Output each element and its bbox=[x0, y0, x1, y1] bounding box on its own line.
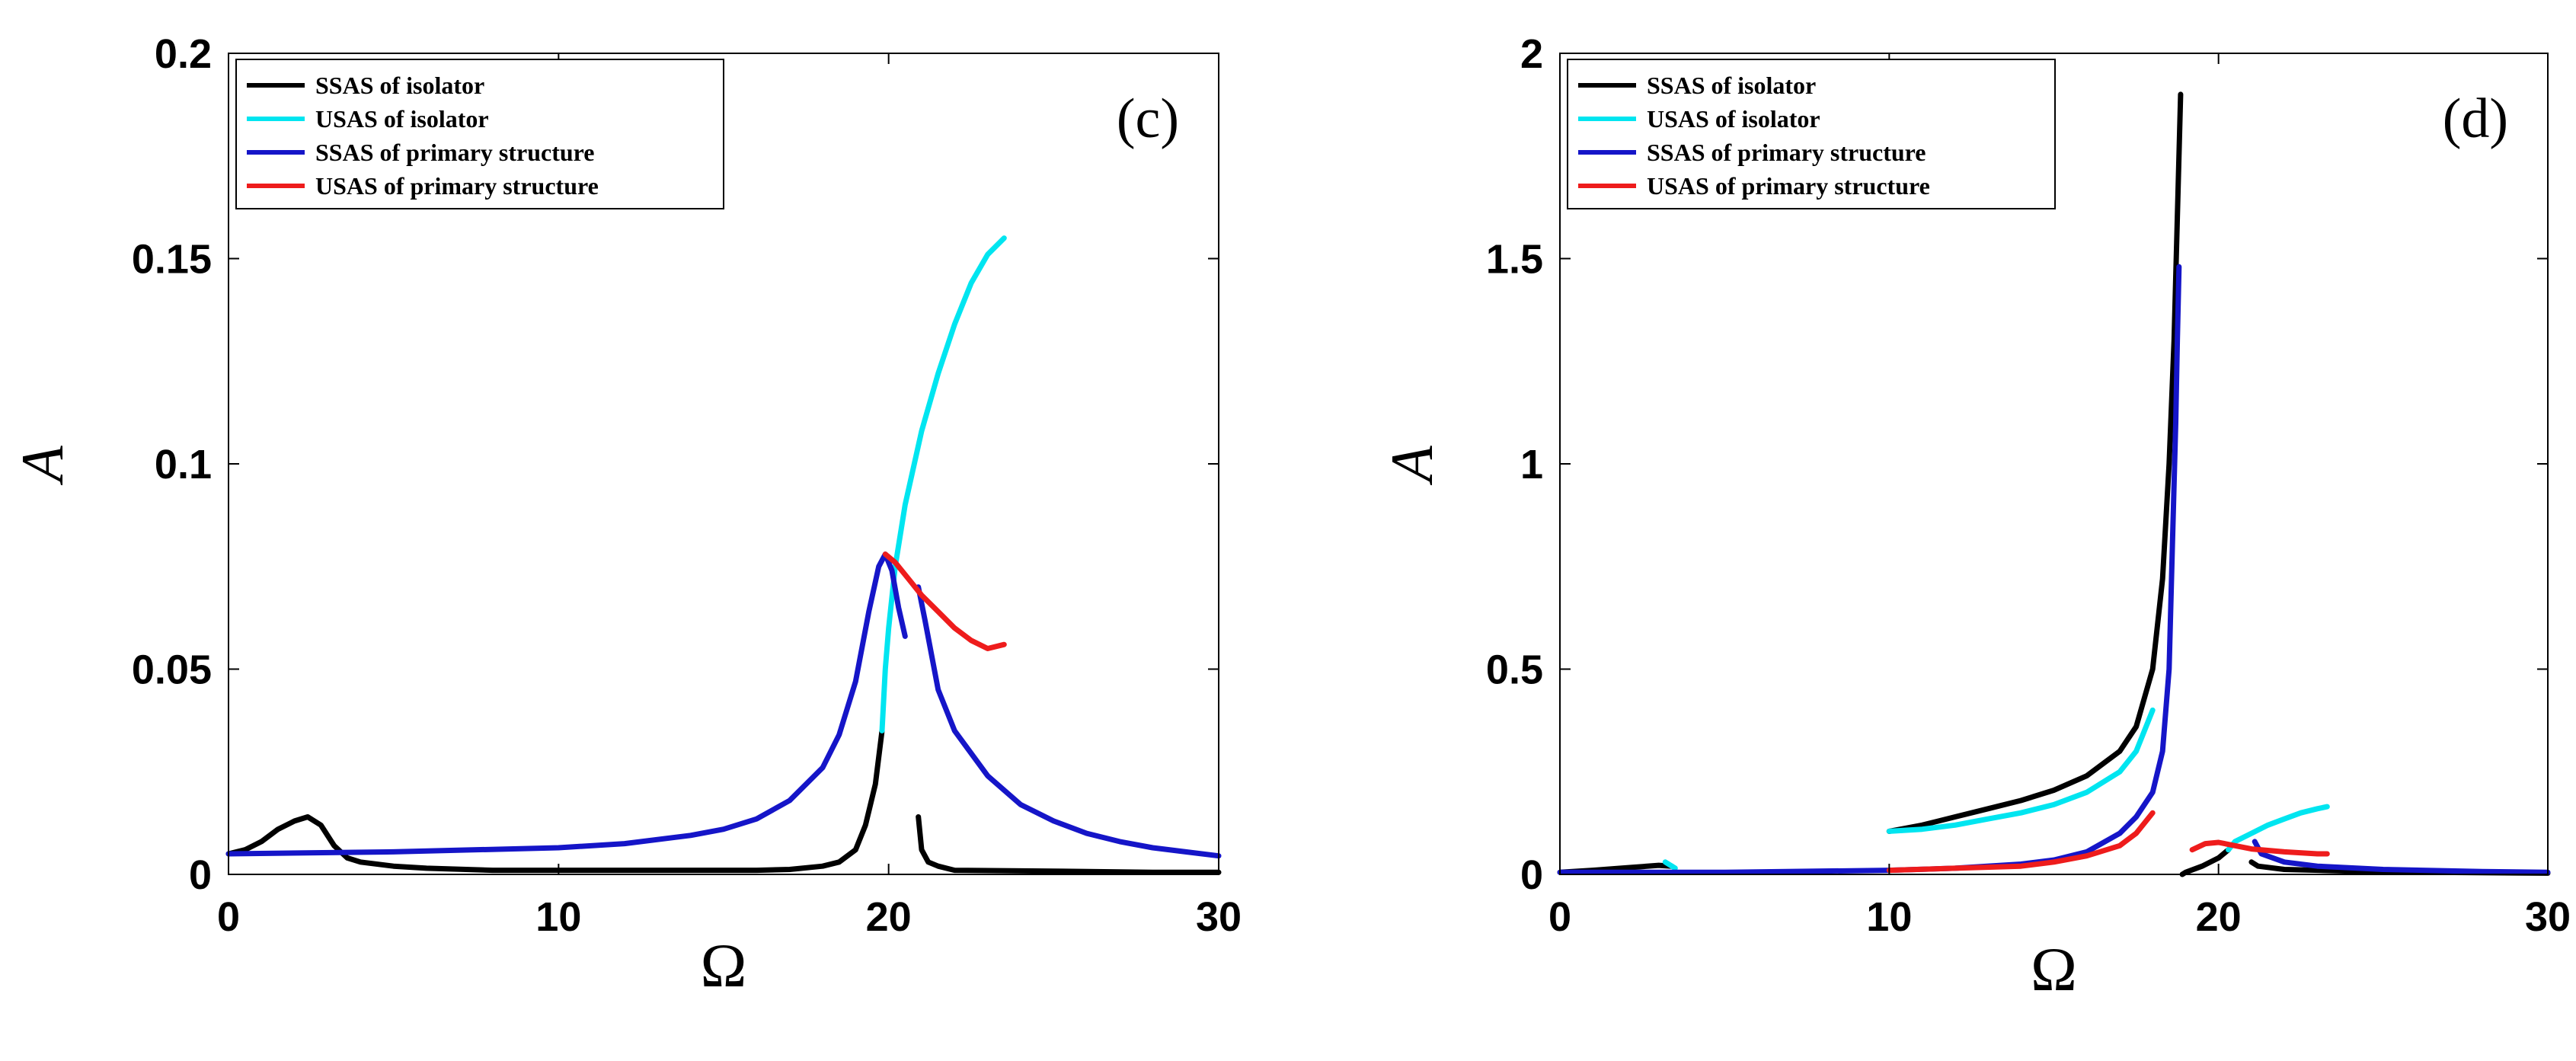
y-tick-label: 2 bbox=[1520, 31, 1543, 77]
x-tick-label: 30 bbox=[1196, 894, 1242, 940]
series-line-0-seg-1 bbox=[1886, 91, 2184, 834]
series-line-1-seg-0 bbox=[1662, 859, 1678, 871]
x-tick-label: 0 bbox=[217, 894, 240, 940]
legend: SSAS of isolator USAS of isolator SSAS of … bbox=[235, 59, 724, 209]
legend-entry: USAS of isolator bbox=[315, 105, 489, 133]
legend-entry: USAS of isolator bbox=[1647, 105, 1820, 133]
legend-entry: SSAS of isolator bbox=[315, 72, 484, 99]
x-tick-label: 0 bbox=[1548, 894, 1571, 940]
legend-entry: USAS of primary structure bbox=[1647, 172, 1930, 200]
y-tick-label: 0.1 bbox=[155, 442, 212, 487]
series-line-1-seg-1 bbox=[1886, 707, 2156, 834]
y-tick-label: 0.5 bbox=[1486, 647, 1543, 693]
y-axis-label: A bbox=[9, 446, 75, 486]
legend-box bbox=[1567, 59, 2056, 209]
series-line-2-seg-1 bbox=[916, 584, 1222, 859]
y-axis-label: A bbox=[1379, 446, 1445, 486]
series-line-0-seg-0 bbox=[225, 727, 885, 874]
chart-panel-d: 0 10 20 30 0 0.5 1 1.5 2 Ω A (d) SSAS of isolator USA… bbox=[1379, 31, 2571, 1004]
series-line-3-seg-0 bbox=[882, 551, 1007, 651]
series-line-1-seg-2 bbox=[2226, 804, 2330, 853]
y-tick-label: 0.2 bbox=[155, 31, 212, 77]
legend-entry: SSAS of isolator bbox=[1647, 72, 1816, 99]
panel-label: (d) bbox=[2443, 88, 2508, 150]
series-line-3-seg-1 bbox=[2189, 839, 2330, 857]
x-axis-label: Ω bbox=[2031, 935, 2077, 1004]
y-tick-label: 0.15 bbox=[132, 237, 212, 283]
y-tick-label: 1.5 bbox=[1486, 237, 1543, 283]
x-tick-label: 30 bbox=[2525, 894, 2571, 940]
y-tick-label: 0.05 bbox=[132, 647, 212, 693]
legend: SSAS of isolator USAS of isolator SSAS of … bbox=[1567, 59, 2056, 209]
legend-entry: SSAS of primary structure bbox=[315, 139, 595, 166]
y-tick-label: 0 bbox=[1520, 852, 1543, 898]
x-axis-label: Ω bbox=[701, 931, 747, 1000]
panel-label: (c) bbox=[1117, 88, 1179, 150]
series-line-2-seg-0 bbox=[225, 551, 908, 857]
series-line-0-seg-2 bbox=[2179, 847, 2232, 877]
legend-entry: USAS of primary structure bbox=[315, 172, 599, 200]
x-tick-label: 10 bbox=[535, 894, 581, 940]
legend-box bbox=[235, 59, 724, 209]
series-line-2-seg-1 bbox=[2252, 839, 2551, 875]
x-tick-label: 20 bbox=[2196, 894, 2242, 940]
legend-entry: SSAS of primary structure bbox=[1647, 139, 1926, 166]
x-tick-label: 10 bbox=[1866, 894, 1912, 940]
y-tick-label: 0 bbox=[189, 852, 212, 898]
chart-panel-c: 0 10 20 30 0 0.05 0.1 0.15 0.2 Ω A (c) SSAS of isola… bbox=[9, 31, 1242, 1000]
y-tick-label: 1 bbox=[1520, 442, 1543, 487]
series-line-0-seg-1 bbox=[916, 814, 1222, 875]
series-line-2-seg-0 bbox=[1557, 264, 2182, 875]
series-line-1-seg-0 bbox=[879, 235, 1007, 733]
x-tick-label: 20 bbox=[866, 894, 912, 940]
series-line-3-seg-0 bbox=[1886, 810, 2156, 874]
